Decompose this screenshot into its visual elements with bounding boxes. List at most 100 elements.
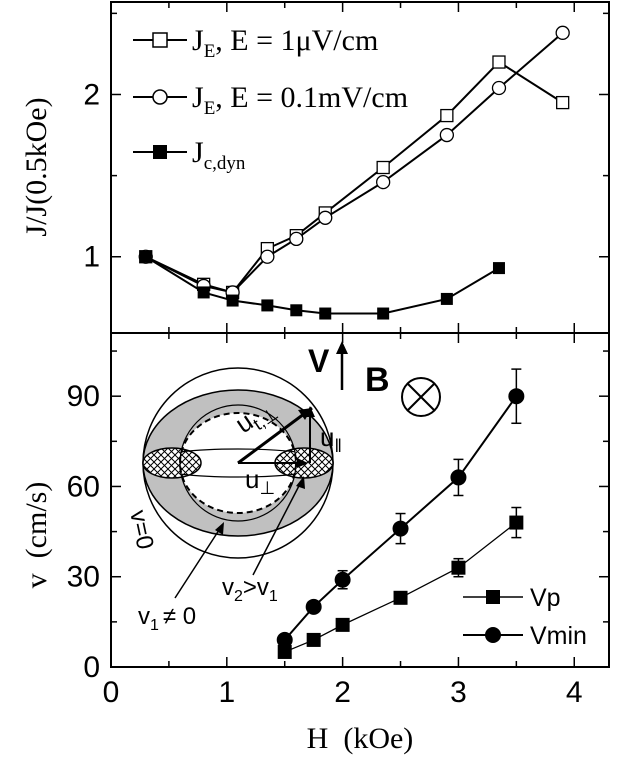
series-line — [145, 32, 564, 294]
x-tick-label: 2 — [334, 676, 351, 709]
data-point-filled-circle — [334, 571, 351, 588]
data-point-open-square — [492, 55, 506, 69]
v-zero-label: v=0 — [124, 508, 159, 552]
legend-label-sub: E — [204, 98, 216, 119]
inset-schematic: ut,⊥ u‖ u⊥ v=0 v2>v1 v1 ≠ 0 V B — [124, 341, 441, 634]
y-tick-label: 30 — [67, 561, 100, 594]
data-point-open-circle — [491, 80, 507, 96]
legend-label-vp: Vp — [530, 584, 561, 612]
u-perp-label: u — [245, 464, 259, 494]
v2-relation: >v — [243, 574, 269, 601]
filled-square-marker-icon — [153, 145, 167, 159]
legend-entry-vmin: Vmin — [463, 622, 587, 650]
legend-entry-je-1uv: JE, E = 1μV/cm — [133, 24, 378, 62]
bottom-series-group — [276, 368, 525, 659]
data-point-filled-circle — [392, 520, 409, 537]
data-point-filled-square — [319, 307, 332, 320]
x-tick-label: 3 — [450, 676, 467, 709]
u-parallel-arrowhead — [305, 406, 315, 417]
v1-pointer-arrowhead — [215, 522, 224, 535]
legend-label-main: J — [192, 24, 204, 57]
data-point-filled-circle — [450, 469, 467, 486]
u-perp-subscript: ⊥ — [259, 478, 275, 498]
top-y-axis-label: J/J(0.5kOe) — [20, 97, 53, 236]
data-point-filled-square — [335, 617, 350, 632]
legend-label-sub: c,dyn — [204, 153, 246, 174]
velocity-arrowhead — [336, 341, 348, 354]
data-point-open-square — [376, 160, 390, 175]
svg-text:v1≠ 0: v1 ≠ 0 — [138, 603, 196, 634]
legend-label-rest: , E = 1μV/cm — [215, 24, 378, 57]
data-point-filled-square — [261, 299, 274, 312]
data-point-filled-square — [377, 307, 390, 320]
legend-label-sub: E — [204, 41, 216, 62]
data-point-open-circle — [376, 174, 391, 190]
legend-label-main: J — [192, 81, 204, 114]
data-point-filled-square — [226, 294, 239, 307]
data-point-filled-circle — [276, 631, 293, 648]
u-t-perp-arrow — [237, 406, 313, 465]
data-point-open-square — [556, 95, 570, 110]
data-point-open-circle — [289, 231, 304, 247]
data-point-filled-square — [451, 560, 466, 575]
data-point-open-circle — [555, 25, 570, 40]
data-point-filled-square — [306, 632, 321, 647]
v2-label: v — [222, 574, 234, 601]
u-perp-arrowhead — [297, 458, 308, 468]
x-axis-label: H (kOe) — [307, 722, 414, 755]
svg-text:u‖: u‖ — [320, 422, 342, 456]
bottom-y-axis-label: v (cm/s) — [20, 482, 53, 589]
svg-text:Jc,dyn: Jc,dyn — [192, 136, 246, 174]
x-tick-label: 1 — [218, 676, 235, 709]
top-axis-ticks: 12 — [83, 2, 609, 333]
y-tick-label: 0 — [83, 651, 100, 684]
legend-entry-jc-dyn: Jc,dyn — [133, 136, 246, 174]
v2-pointer-arrowhead — [296, 476, 305, 489]
data-point-filled-circle — [305, 598, 322, 615]
legend-label-main: J — [192, 136, 204, 169]
into-page-cross-icon-b — [406, 382, 436, 412]
top-legend: JE, E = 1μV/cm JE, E = 0.1mV/cm Jc,dyn — [133, 24, 408, 174]
hatched-left-lens — [142, 447, 202, 479]
v2-relation-subscript: 1 — [269, 588, 278, 605]
x-tick-label: 4 — [566, 676, 583, 709]
v2-pointer-line — [252, 479, 303, 576]
equator-line — [180, 448, 296, 478]
y-tick-label: 60 — [67, 470, 100, 503]
legend-label-vmin: Vmin — [530, 622, 587, 650]
magnetic-field-label: B — [365, 361, 390, 399]
data-point-filled-square — [492, 262, 505, 275]
data-point-filled-circle — [508, 388, 525, 405]
velocity-label: V — [308, 343, 330, 379]
x-tick-label: 0 — [103, 676, 120, 709]
svg-text:JE, E = 1μV/cm: JE, E = 1μV/cm — [192, 24, 378, 62]
open-circle-marker-icon — [152, 89, 168, 105]
y-tick-label: 2 — [83, 78, 100, 111]
data-point-filled-square — [139, 250, 152, 263]
u-parallel-subscript: ‖ — [334, 436, 341, 456]
y-tick-label: 1 — [83, 241, 100, 274]
data-point-open-square — [440, 108, 454, 123]
top-panel: 12 J/J(0.5kOe) JE, E = 1μV/cm JE, E = 0.… — [20, 1, 610, 334]
v1-pointer-line — [174, 526, 222, 599]
v1-subscript: 1 — [150, 617, 159, 634]
data-point-filled-square — [509, 515, 524, 530]
y-tick-label: 90 — [67, 380, 100, 413]
data-point-filled-square — [197, 286, 210, 299]
filled-square-marker-icon — [486, 590, 500, 604]
v2-subscript: 2 — [234, 588, 243, 605]
data-point-filled-square — [277, 644, 292, 659]
data-point-open-circle — [318, 210, 333, 225]
filled-circle-marker-icon — [485, 627, 501, 643]
data-point-filled-square — [393, 590, 408, 605]
bottom-panel: 0 1 2 3 4 0 30 60 90 v (cm/s) H (kOe) Vp Vmin — [20, 332, 610, 755]
open-square-marker-icon — [152, 32, 168, 48]
u-parallel-label: u — [320, 422, 334, 452]
into-page-circle-icon — [401, 377, 441, 417]
top-series-group — [138, 25, 570, 320]
bottom-plot-frame — [110, 332, 610, 668]
bottom-legend: Vp Vmin — [463, 584, 587, 650]
v1-label: v — [138, 603, 150, 630]
legend-entry-je-01mv: JE, E = 0.1mV/cm — [133, 81, 408, 119]
